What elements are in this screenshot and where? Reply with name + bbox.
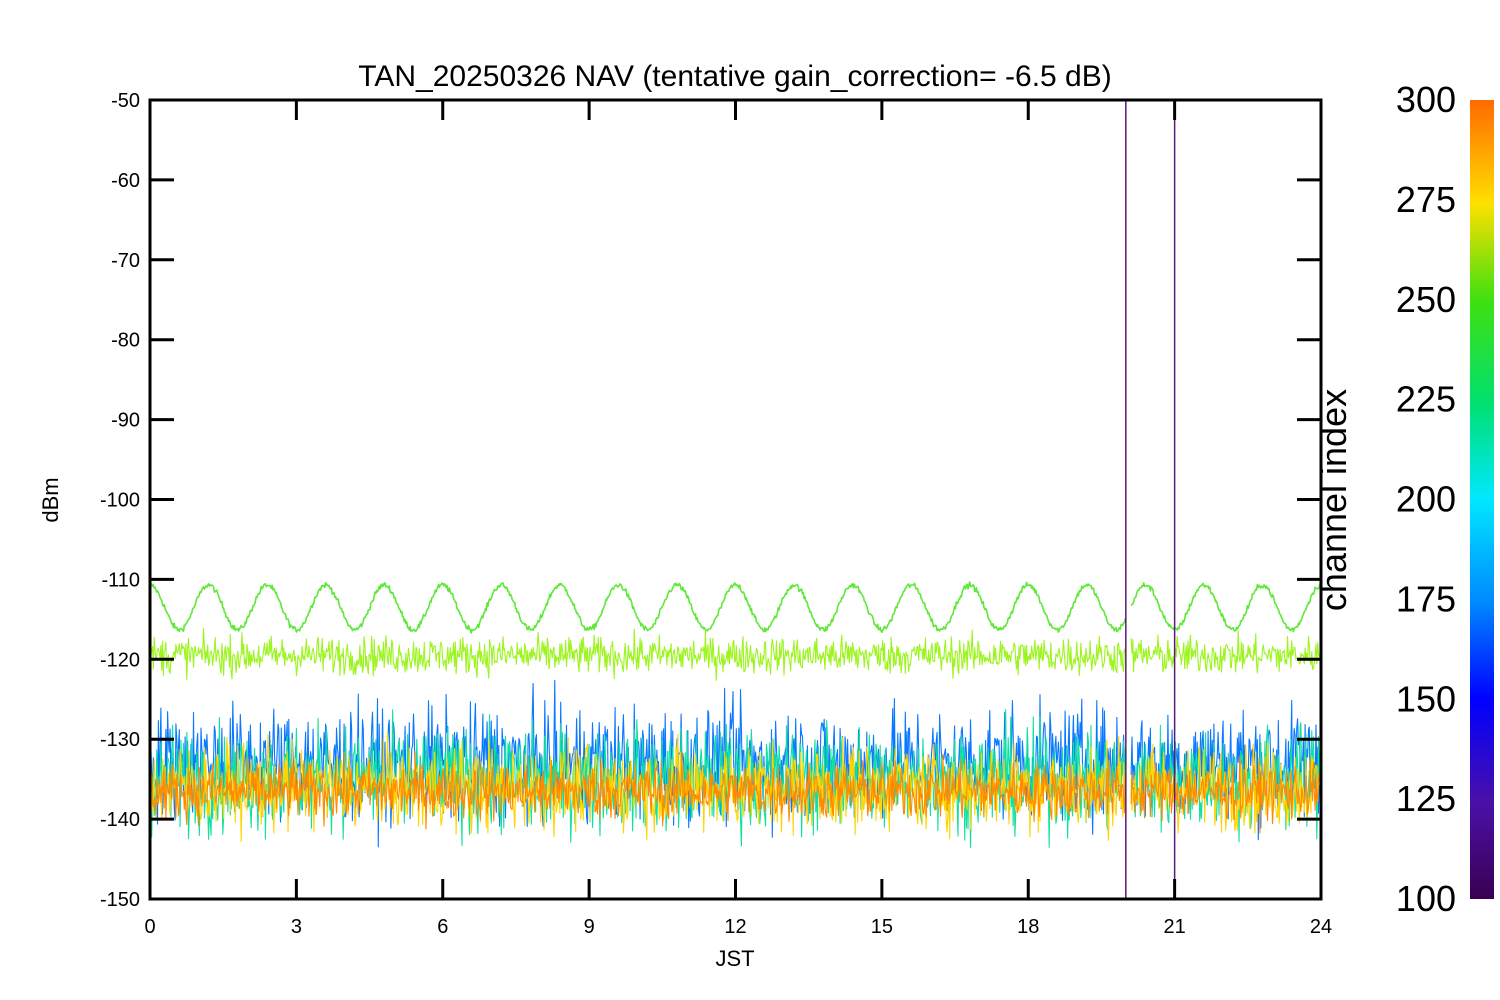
x-axis-label: JST [715, 946, 754, 971]
x-tick-label: 21 [1164, 916, 1186, 938]
y-tick-label: -70 [111, 250, 140, 272]
colorbar-tick-label: 125 [1396, 778, 1456, 819]
y-tick-label: -140 [100, 809, 140, 831]
x-tick-label: 3 [291, 916, 302, 938]
series-line-ch295 [150, 751, 1321, 834]
x-axis: 0 3 6 9 12 15 18 21 24 [144, 100, 1332, 938]
x-tick-label: 0 [144, 916, 155, 938]
y-tick-label: -50 [111, 90, 140, 112]
x-tick-label: 18 [1017, 916, 1039, 938]
marker-layer [1125, 100, 1176, 899]
y-tick-label: -100 [100, 490, 140, 512]
y-tick-label: -150 [100, 889, 140, 911]
series-line-ch260 [150, 627, 1321, 681]
y-axis-label: dBm [38, 477, 63, 522]
y-tick-label: -130 [100, 729, 140, 751]
colorbar-tick-label: 150 [1396, 678, 1456, 719]
series-layer [150, 581, 1321, 849]
y-tick-label: -120 [100, 649, 140, 671]
x-tick-label: 24 [1310, 916, 1332, 938]
colorbar-tick-label: 225 [1396, 379, 1456, 420]
colorbar-tick-label: 250 [1396, 279, 1456, 320]
colorbar-tick-label: 200 [1396, 479, 1456, 520]
x-tick-label: 15 [871, 916, 893, 938]
chart-title: TAN_20250326 NAV (tentative gain_correct… [358, 60, 1112, 93]
colorbar-tick-label: 275 [1396, 179, 1456, 220]
colorbar-tick-label: 175 [1396, 578, 1456, 619]
y-tick-label: -110 [101, 569, 140, 591]
series-line-ch245 [150, 581, 1321, 634]
y-tick-label: -60 [111, 170, 140, 192]
colorbar-tick-label: 300 [1396, 79, 1456, 120]
x-tick-label: 6 [437, 916, 448, 938]
colorbar-tick-label: 100 [1396, 878, 1456, 919]
colorbar [1470, 100, 1494, 899]
colorbar-ticks: 300 275 250 225 200 175 150 125 100 [1396, 79, 1456, 919]
x-tick-label: 12 [724, 916, 746, 938]
x-tick-label: 9 [584, 916, 595, 938]
y-axis: -50 -60 -70 -80 -90 -100 -110 -120 -130 -140 -150 [100, 90, 1321, 911]
y-tick-label: -80 [111, 330, 140, 352]
y-tick-label: -90 [111, 410, 140, 432]
colorbar-label: channel index [1313, 389, 1354, 611]
